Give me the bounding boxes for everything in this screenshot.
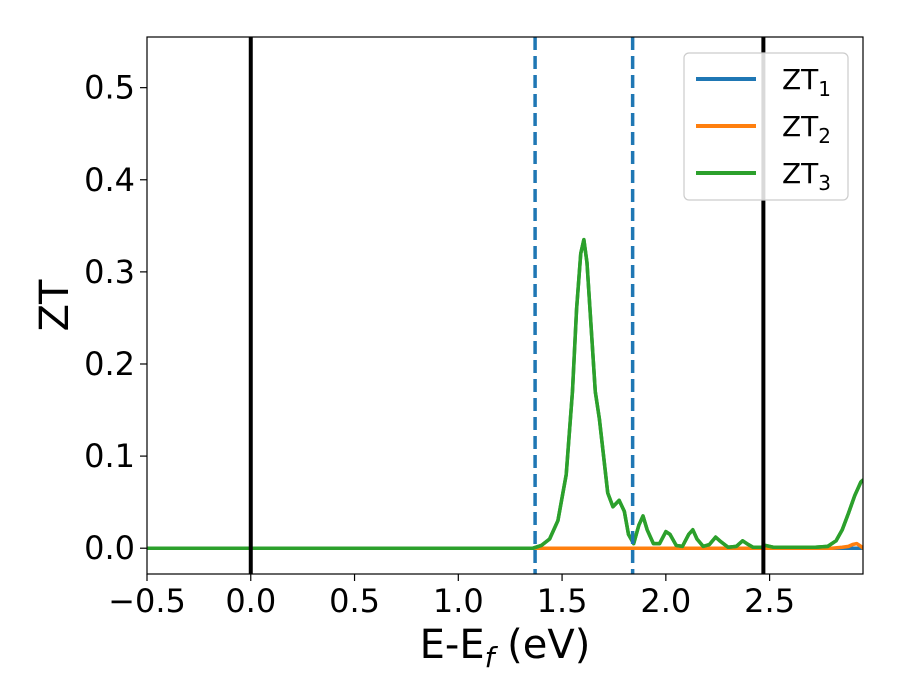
y-tick-label: 0.1 <box>84 437 135 475</box>
axes: −0.5 0.0 0.5 1.0 1.5 2.0 2.5 0.0 0.1 0.2 0.3 0.4 0.5… <box>32 36 864 674</box>
plot-frame <box>146 36 864 575</box>
x-tick-label: 0.5 <box>329 582 380 620</box>
legend: ZT1 ZT2 ZT3 <box>683 52 849 201</box>
legend-box <box>683 52 849 201</box>
x-tick-label: 2.5 <box>744 582 795 620</box>
legend-label-zt2: ZT2 <box>782 110 831 148</box>
y-tick-label: 0.2 <box>84 345 135 383</box>
x-tick-label: 1.5 <box>537 582 588 620</box>
series-line-zt3-overlay <box>147 237 863 550</box>
x-tick-label: 2.0 <box>640 582 691 620</box>
x-axis-title: E-Ef (eV) <box>420 622 591 674</box>
y-tick-label: 0.3 <box>84 253 135 291</box>
y-axis-title: ZT <box>32 279 78 331</box>
plot-area <box>147 37 863 574</box>
x-tick-label: −0.5 <box>108 582 186 620</box>
legend-label-zt1: ZT1 <box>782 63 831 101</box>
y-tick-label: 0.4 <box>84 161 135 199</box>
x-tick-label: 1.0 <box>433 582 484 620</box>
x-tick-label: 0.0 <box>225 582 276 620</box>
legend-label-zt3: ZT3 <box>782 157 831 195</box>
y-tick-label: 0.5 <box>84 69 135 107</box>
y-tick-label: 0.0 <box>84 529 135 567</box>
